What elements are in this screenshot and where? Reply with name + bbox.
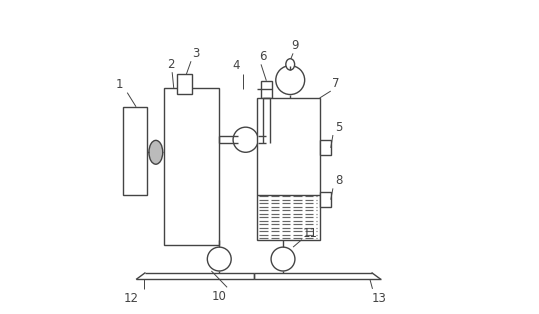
Circle shape: [208, 247, 231, 271]
Bar: [164, 88, 219, 245]
Bar: [257, 98, 320, 240]
Text: 5: 5: [335, 121, 342, 134]
Text: 10: 10: [212, 290, 227, 303]
Bar: [261, 81, 272, 98]
Text: 4: 4: [233, 59, 240, 73]
Bar: [320, 192, 331, 207]
Text: 6: 6: [259, 50, 266, 63]
Text: 3: 3: [192, 47, 199, 60]
Circle shape: [271, 247, 295, 271]
Text: 1: 1: [116, 78, 123, 91]
Ellipse shape: [286, 59, 295, 70]
Text: 9: 9: [291, 39, 299, 52]
Bar: [123, 107, 147, 195]
Bar: [320, 140, 331, 155]
Circle shape: [276, 66, 305, 95]
Text: 8: 8: [335, 174, 342, 187]
Text: 13: 13: [371, 292, 386, 305]
Text: 2: 2: [167, 58, 174, 71]
Bar: [177, 74, 192, 94]
Text: 11: 11: [302, 227, 317, 241]
Ellipse shape: [149, 140, 163, 164]
Circle shape: [233, 127, 258, 152]
Text: 12: 12: [124, 292, 139, 305]
Text: 7: 7: [331, 77, 339, 90]
